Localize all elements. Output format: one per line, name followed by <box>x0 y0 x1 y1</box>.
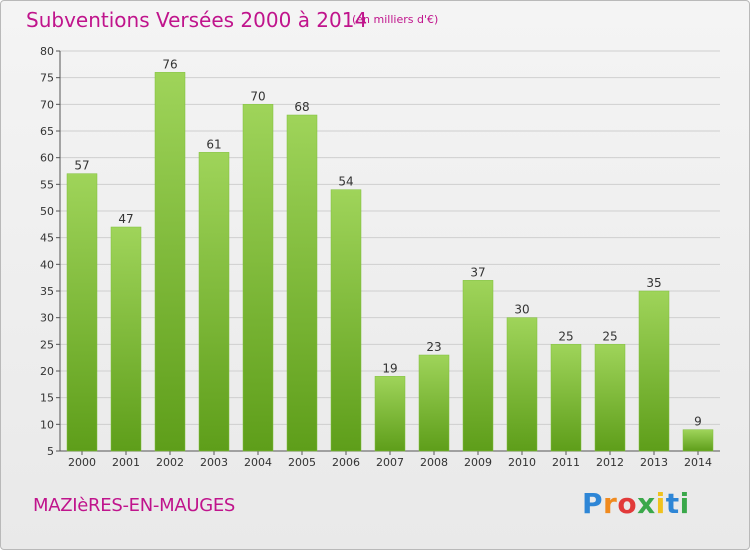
data-label-2000: 57 <box>74 159 89 173</box>
x-tick-label-2002: 2002 <box>156 456 184 469</box>
y-tick-label: 55 <box>40 178 54 191</box>
data-label-2013: 35 <box>646 276 661 290</box>
y-tick-label: 75 <box>40 72 54 85</box>
data-label-2002: 76 <box>162 57 177 71</box>
y-tick-label: 15 <box>40 392 54 405</box>
data-label-2011: 25 <box>558 329 573 343</box>
data-label-2006: 54 <box>338 175 353 189</box>
logo-letter: P <box>582 487 604 520</box>
x-tick-label-2010: 2010 <box>508 456 536 469</box>
bar-2006 <box>330 189 362 452</box>
x-tick-label-2014: 2014 <box>684 456 712 469</box>
x-tick-label-2012: 2012 <box>596 456 624 469</box>
x-tick-label-2006: 2006 <box>332 456 360 469</box>
data-label-2003: 61 <box>206 137 221 151</box>
x-tick-label-2003: 2003 <box>200 456 228 469</box>
data-label-2007: 19 <box>382 361 397 375</box>
x-tick-label-2000: 2000 <box>68 456 96 469</box>
x-tick-label-2005: 2005 <box>288 456 316 469</box>
x-tick-label-2009: 2009 <box>464 456 492 469</box>
bar-2004 <box>242 104 274 452</box>
bars <box>66 72 714 452</box>
x-tick-label-2011: 2011 <box>552 456 580 469</box>
logo-letter: r <box>603 487 618 520</box>
logo-letter: i <box>679 487 690 520</box>
data-label-2005: 68 <box>294 100 309 114</box>
logo-letter: x <box>637 487 656 520</box>
y-tick-label: 20 <box>40 365 54 378</box>
logo-letter: o <box>617 487 638 520</box>
bar-2007 <box>374 376 406 452</box>
y-tick-label: 65 <box>40 125 54 138</box>
data-label-2008: 23 <box>426 340 441 354</box>
proxiti-logo[interactable]: Proxiti <box>582 487 690 520</box>
y-tick-label: 70 <box>40 98 54 111</box>
y-tick-label: 10 <box>40 418 54 431</box>
bar-2012 <box>594 344 626 452</box>
y-tick-label: 30 <box>40 312 54 325</box>
bar-2005 <box>286 114 318 452</box>
data-label-2014: 9 <box>694 415 702 429</box>
y-tick-label: 45 <box>40 232 54 245</box>
y-tick-label: 80 <box>40 45 54 58</box>
bar-2011 <box>550 344 582 452</box>
data-labels: 57 47 76 61 70 68 54 19 23 37 30 25 25 35 9 <box>74 57 701 428</box>
chart-subtitle: (en milliers d'€) <box>352 13 439 26</box>
y-tick-label: 35 <box>40 285 54 298</box>
bar-2010 <box>506 317 538 452</box>
bar-2001 <box>110 226 142 452</box>
x-tick-label-2007: 2007 <box>376 456 404 469</box>
y-tick-label: 5 <box>47 445 54 458</box>
bar-2008 <box>418 354 450 452</box>
y-tick-label: 60 <box>40 152 54 165</box>
y-tick-label: 50 <box>40 205 54 218</box>
logo-letter: t <box>665 487 680 520</box>
data-label-2012: 25 <box>602 329 617 343</box>
x-tick-label-2008: 2008 <box>420 456 448 469</box>
data-label-2010: 30 <box>514 303 529 317</box>
commune-name: MAZIèRES-EN-MAUGES <box>33 495 236 516</box>
x-tick-label-2013: 2013 <box>640 456 668 469</box>
bar-2009 <box>462 280 494 452</box>
data-label-2004: 70 <box>250 89 265 103</box>
y-tick-label: 40 <box>40 258 54 271</box>
data-label-2009: 37 <box>470 265 485 279</box>
y-tick-label: 25 <box>40 338 54 351</box>
logo-letter: i <box>655 487 666 520</box>
bar-2013 <box>638 290 670 452</box>
x-tick-label-2001: 2001 <box>112 456 140 469</box>
bar-2002 <box>154 72 186 452</box>
x-tick-label-2004: 2004 <box>244 456 272 469</box>
data-label-2001: 47 <box>118 212 133 226</box>
bar-2014 <box>682 429 714 452</box>
chart-title: Subventions Versées 2000 à 2014 <box>26 8 368 32</box>
bar-2003 <box>198 152 230 452</box>
bar-2000 <box>66 173 98 452</box>
